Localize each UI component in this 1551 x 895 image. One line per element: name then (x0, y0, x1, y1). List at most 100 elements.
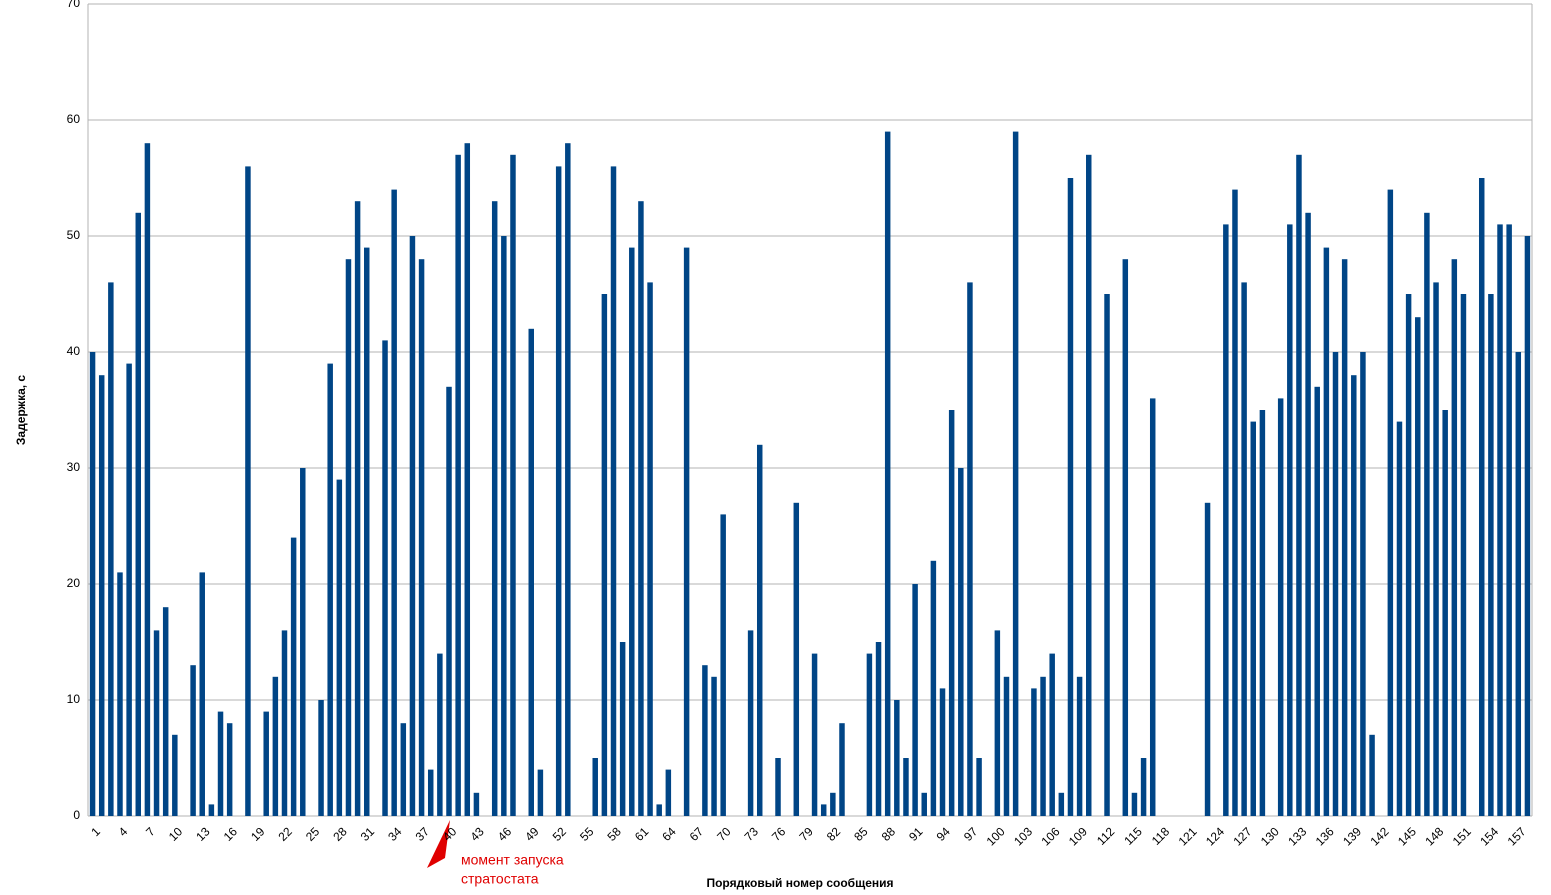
x-tick-label: 1 (88, 824, 103, 839)
bar (884, 131, 891, 817)
x-tick-label: 157 (1505, 824, 1529, 848)
bar (437, 653, 443, 816)
bar (1433, 282, 1439, 816)
bar (528, 328, 534, 816)
x-tick-label: 85 (851, 824, 871, 844)
bar (1332, 352, 1339, 816)
x-tick-label: 4 (116, 824, 131, 839)
annotation-line: стратостата (461, 871, 539, 887)
bar (1104, 294, 1110, 816)
bar (364, 247, 370, 817)
bar (464, 143, 471, 816)
bar (1506, 224, 1512, 816)
bar (455, 154, 461, 817)
bar (665, 769, 672, 816)
bar (263, 711, 269, 816)
bar (629, 247, 635, 817)
x-tick-label: 13 (193, 824, 213, 844)
bar (921, 792, 927, 816)
bar (720, 514, 726, 816)
bar (912, 584, 918, 816)
x-tick-label: 115 (1121, 824, 1145, 848)
bar (1360, 352, 1366, 816)
bar (117, 572, 123, 816)
bar (1031, 688, 1037, 816)
bar (199, 572, 205, 816)
bar (172, 734, 178, 816)
x-tick-label: 106 (1038, 824, 1062, 848)
bar (1250, 421, 1256, 816)
bar (793, 502, 800, 816)
x-tick-label: 154 (1477, 824, 1501, 848)
bar (409, 236, 416, 816)
x-tick-label: 88 (879, 824, 899, 844)
x-tick-label: 52 (550, 824, 570, 844)
bar (775, 758, 781, 816)
bar (1040, 676, 1046, 816)
x-tick-label: 124 (1203, 824, 1227, 848)
bar (1287, 224, 1293, 816)
bar (391, 189, 397, 817)
bar (866, 653, 873, 816)
bar (619, 642, 626, 816)
bar (245, 166, 251, 816)
bar (510, 154, 516, 817)
bar (1277, 398, 1284, 816)
bar (939, 688, 946, 816)
x-tick-label: 58 (605, 824, 625, 844)
bar (1478, 178, 1485, 816)
bar (1488, 294, 1494, 816)
bar (1341, 259, 1348, 816)
bar (491, 201, 498, 816)
x-tick-label: 16 (221, 824, 241, 844)
bar (1241, 282, 1247, 816)
bar (830, 792, 836, 816)
x-tick-label: 142 (1368, 824, 1392, 848)
bar (473, 792, 480, 816)
bar (1140, 758, 1147, 816)
bar (820, 804, 827, 816)
x-tick-label: 19 (248, 824, 268, 844)
bar (839, 723, 845, 816)
annotation-arrow (427, 820, 450, 868)
bar (126, 363, 132, 816)
x-tick-label: 64 (659, 824, 679, 844)
bar (281, 630, 288, 816)
bar (638, 201, 644, 816)
bar (994, 630, 1001, 816)
x-tick-label: 136 (1313, 824, 1337, 848)
bar (1497, 224, 1503, 816)
bar (948, 410, 955, 816)
y-tick-label: 50 (67, 228, 81, 242)
x-tick-label: 121 (1176, 824, 1200, 848)
x-tick-label: 127 (1230, 824, 1254, 848)
x-tick-label: 94 (934, 824, 954, 844)
bar (1451, 259, 1458, 816)
x-tick-label: 139 (1340, 824, 1364, 848)
y-axis-title: Задержка, с (14, 375, 28, 446)
bar (336, 479, 343, 816)
bar (1259, 410, 1266, 816)
bar (1396, 421, 1403, 816)
bar (1314, 386, 1320, 816)
bar (601, 294, 608, 816)
x-tick-label: 28 (330, 824, 350, 844)
bar (1515, 352, 1522, 816)
bar (217, 711, 224, 816)
x-tick-label: 55 (577, 824, 597, 844)
x-tick-label: 25 (303, 824, 323, 844)
bar (418, 259, 425, 816)
annotation-line: момент запуска (461, 852, 564, 868)
bar (382, 340, 388, 816)
x-tick-label: 148 (1422, 824, 1446, 848)
bar (565, 143, 571, 816)
bar (1232, 189, 1238, 817)
x-tick-label: 145 (1395, 824, 1419, 848)
x-tick-label: 130 (1258, 824, 1282, 848)
bar (1003, 676, 1010, 816)
bar (190, 665, 196, 816)
bar (290, 537, 297, 816)
x-tick-label: 118 (1149, 824, 1173, 848)
bar (610, 166, 617, 816)
